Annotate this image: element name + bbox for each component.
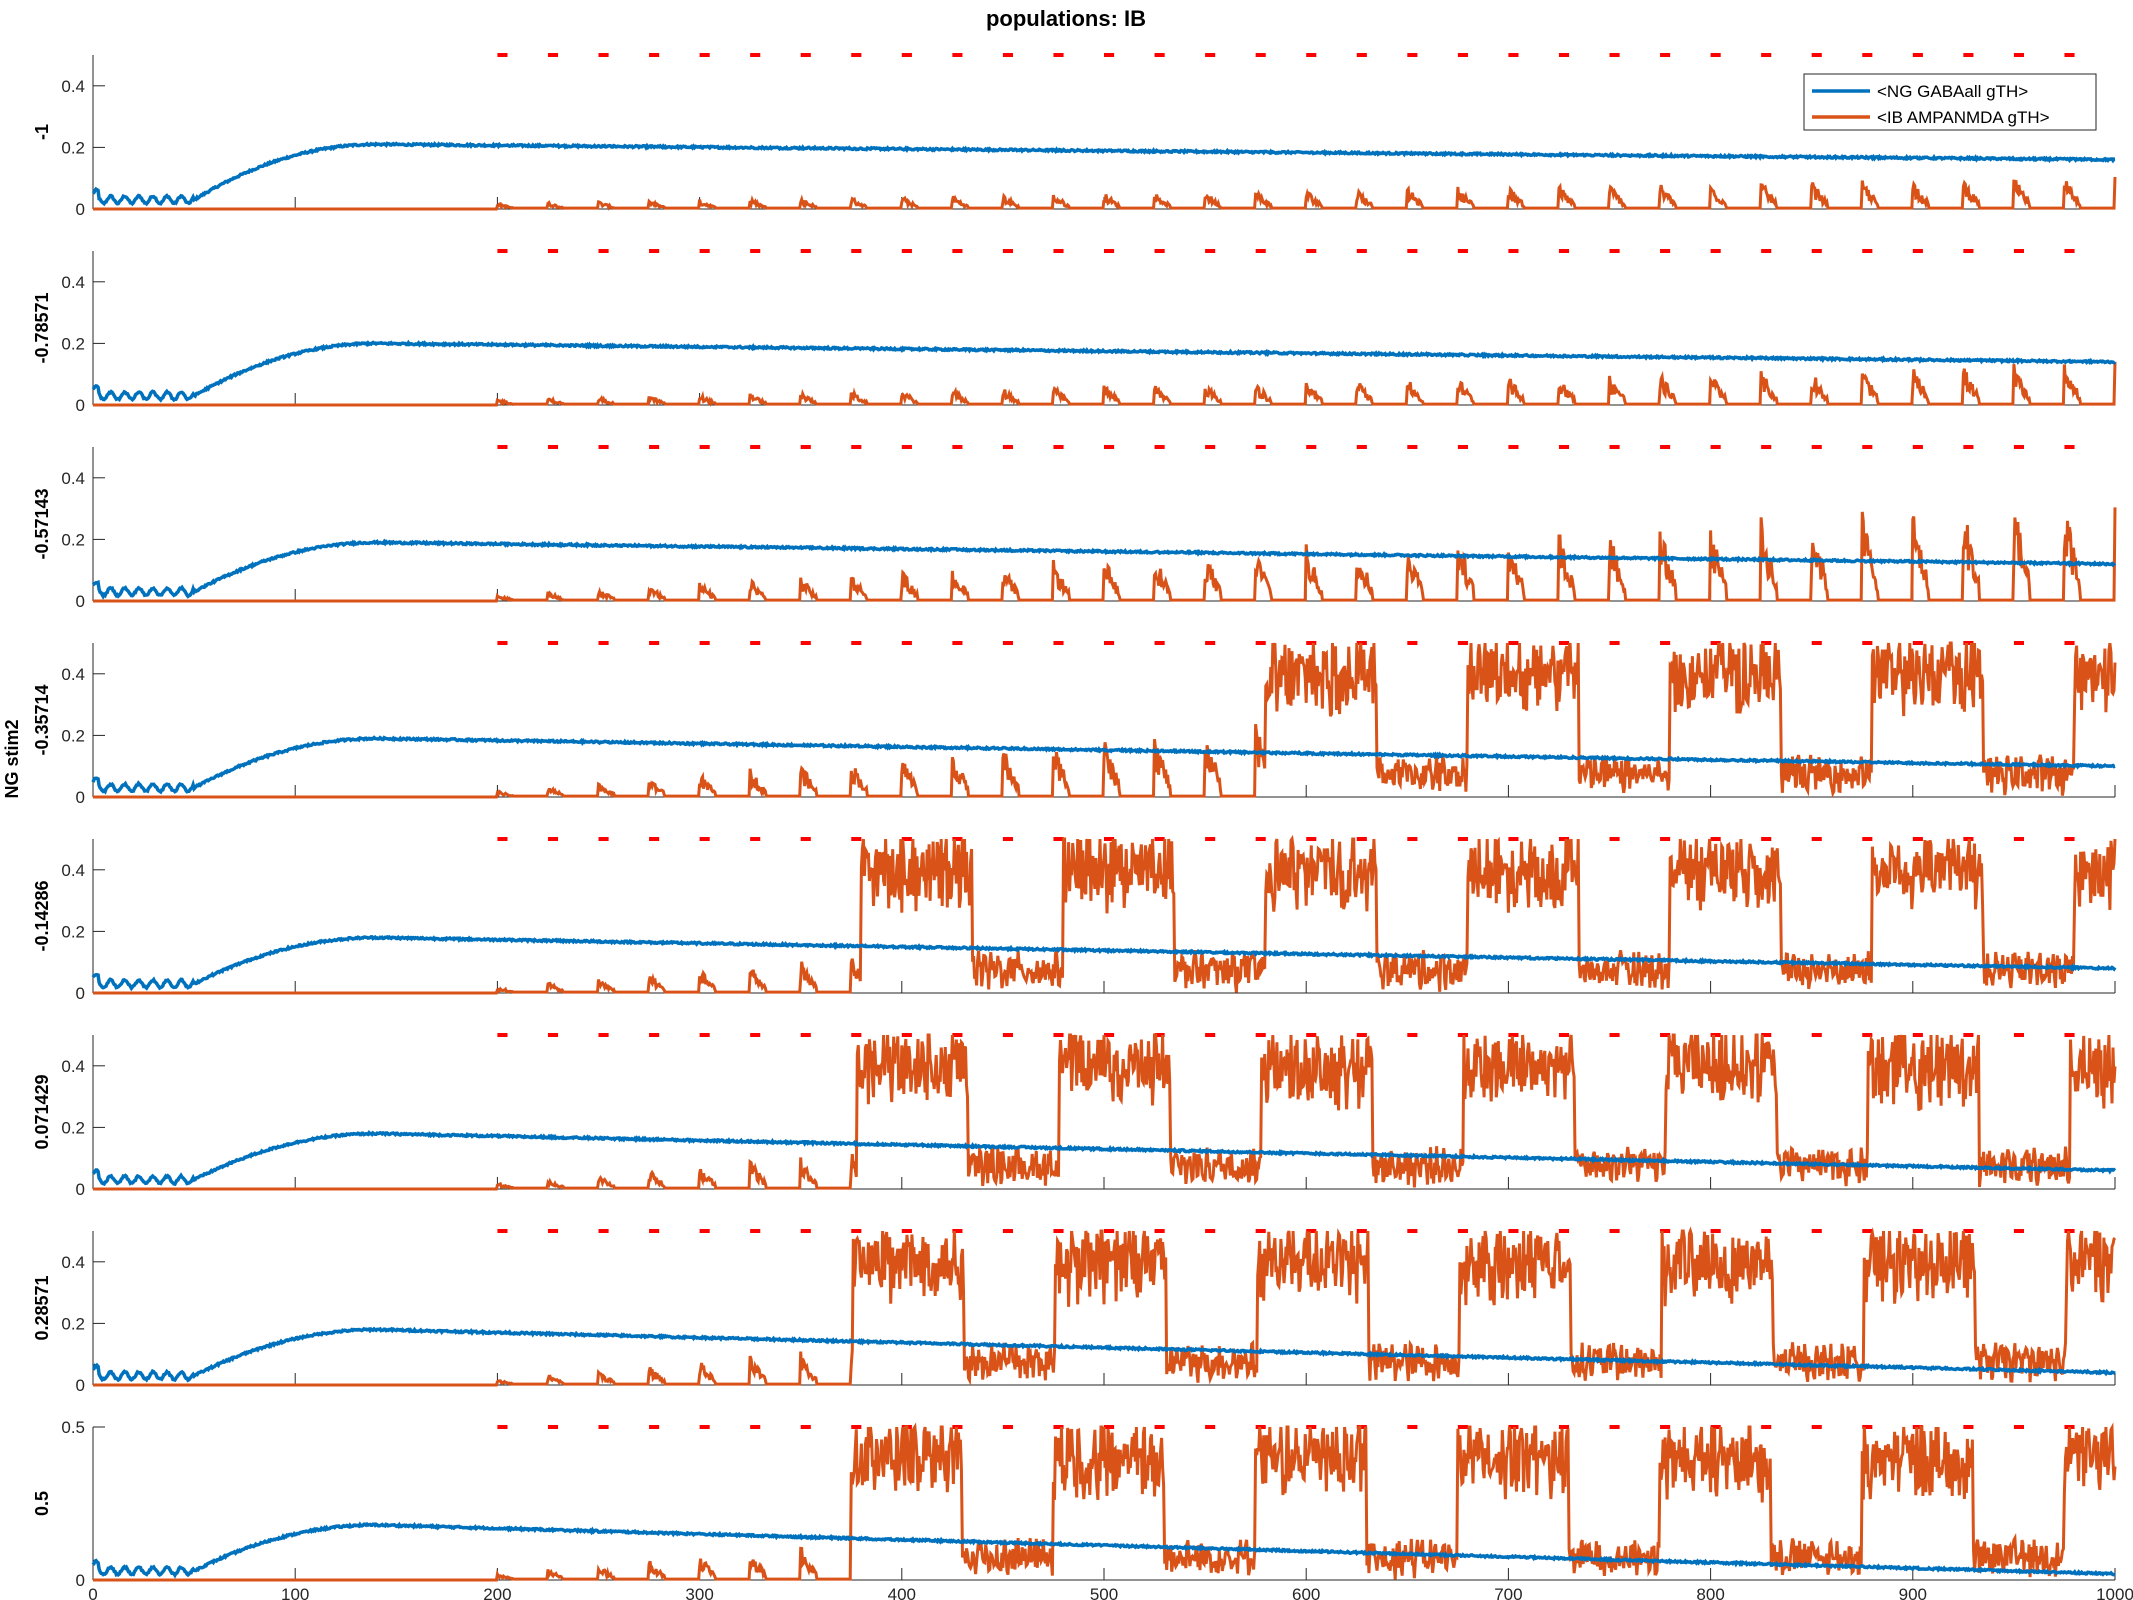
x-tick-label: 1000 <box>2096 1585 2133 1600</box>
y-tick-label: 0.4 <box>61 861 85 880</box>
x-tick-label: 200 <box>483 1585 511 1600</box>
x-tick-label: 100 <box>281 1585 309 1600</box>
y-tick-label: 0.4 <box>61 469 85 488</box>
panel-8: 0 0.5 0.5 <box>32 1418 2117 1590</box>
panel-y-label: -0.57143 <box>32 488 52 559</box>
legend: <NG GABAall gTH> <IB AMPANMDA gTH> <box>1803 73 2097 131</box>
legend-entry-ib-ampanmda: <IB AMPANMDA gTH> <box>1877 108 2050 127</box>
panel-y-label: -1 <box>32 124 52 140</box>
series-line-ib-ampanmda <box>93 1422 2117 1582</box>
panel-y-label: -0.78571 <box>32 292 52 363</box>
y-tick-label: 0.4 <box>61 1057 85 1076</box>
y-tick-label: 0 <box>76 1571 85 1590</box>
y-tick-label: 0.2 <box>61 922 85 941</box>
panel-6: 0 0.2 0.4 0.071429 <box>32 1033 2117 1199</box>
series-line-ib-ampanmda <box>93 641 2117 799</box>
panels-group: 00.20.4-100.20.4-0.7857100.20.4-0.571430… <box>32 53 2133 1600</box>
y-tick-label: 0.2 <box>61 334 85 353</box>
series-line-ng-gabaall <box>91 934 2117 992</box>
y-tick-label: 0.2 <box>61 138 85 157</box>
panel-1: 0 0.2 0.4 -1 <box>32 53 2117 219</box>
x-tick-label: 0 <box>88 1585 97 1600</box>
y-tick-label: 0 <box>76 1376 85 1395</box>
shared-y-axis-label: NG stim2 <box>2 719 22 798</box>
series-line-ib-ampanmda <box>93 1033 2117 1191</box>
y-tick-label: 0.2 <box>61 530 85 549</box>
series-line-ng-gabaall <box>91 1326 2116 1383</box>
series-line-ng-gabaall <box>91 339 2117 403</box>
x-tick-label: 400 <box>888 1585 916 1600</box>
panel-y-label: 0.071429 <box>32 1074 52 1149</box>
y-tick-label: 0.2 <box>61 726 85 745</box>
series-line-ng-gabaall <box>91 735 2116 795</box>
panel-7: 0 0.2 0.4 0.28571 <box>32 1226 2117 1395</box>
y-tick-label: 0.4 <box>61 77 85 96</box>
panel-5: 0 0.2 0.4 -0.14286 <box>32 834 2117 1003</box>
y-tick-label: 0 <box>76 1180 85 1199</box>
x-tick-label: 900 <box>1899 1585 1927 1600</box>
series-line-ng-gabaall <box>91 538 2117 600</box>
x-tick-label: 300 <box>685 1585 713 1600</box>
y-tick-label: 0.5 <box>61 1418 85 1437</box>
panel-y-label: -0.14286 <box>32 880 52 951</box>
y-tick-label: 0.4 <box>61 273 85 292</box>
x-tick-label: 500 <box>1090 1585 1118 1600</box>
y-tick-label: 0.2 <box>61 1314 85 1333</box>
series-line-ng-gabaall <box>91 1521 2116 1579</box>
series-line-ib-ampanmda <box>93 361 2117 407</box>
panel-y-label: -0.35714 <box>32 684 52 755</box>
x-tick-label: 800 <box>1696 1585 1724 1600</box>
panel-3: 0 0.2 0.4 -0.57143 <box>32 445 2117 611</box>
series-line-ib-ampanmda <box>93 834 2117 995</box>
series-line-ib-ampanmda <box>93 176 2117 211</box>
legend-box <box>1803 73 2097 131</box>
y-tick-label: 0.2 <box>61 1118 85 1137</box>
y-tick-label: 0 <box>76 200 85 219</box>
panel-4: 0 0.2 0.4 -0.35714 <box>32 641 2117 807</box>
series-line-ib-ampanmda <box>93 507 2117 603</box>
y-tick-label: 0.4 <box>61 665 85 684</box>
series-line-ng-gabaall <box>91 141 2116 207</box>
y-tick-label: 0 <box>76 984 85 1003</box>
panel-2: 0 0.2 0.4 -0.78571 <box>32 249 2117 415</box>
x-tick-label: 700 <box>1494 1585 1522 1600</box>
figure-title: populations: IB <box>986 6 1146 31</box>
y-tick-label: 0 <box>76 396 85 415</box>
legend-entry-ng-gabaall: <NG GABAall gTH> <box>1877 82 2028 101</box>
panel-y-label: 0.5 <box>32 1491 52 1516</box>
y-tick-label: 0 <box>76 592 85 611</box>
y-tick-label: 0.4 <box>61 1253 85 1272</box>
series-line-ng-gabaall <box>91 1130 2117 1187</box>
series-line-ib-ampanmda <box>93 1226 2117 1387</box>
panel-y-label: 0.28571 <box>32 1275 52 1340</box>
x-tick-label: 600 <box>1292 1585 1320 1600</box>
y-tick-label: 0 <box>76 788 85 807</box>
